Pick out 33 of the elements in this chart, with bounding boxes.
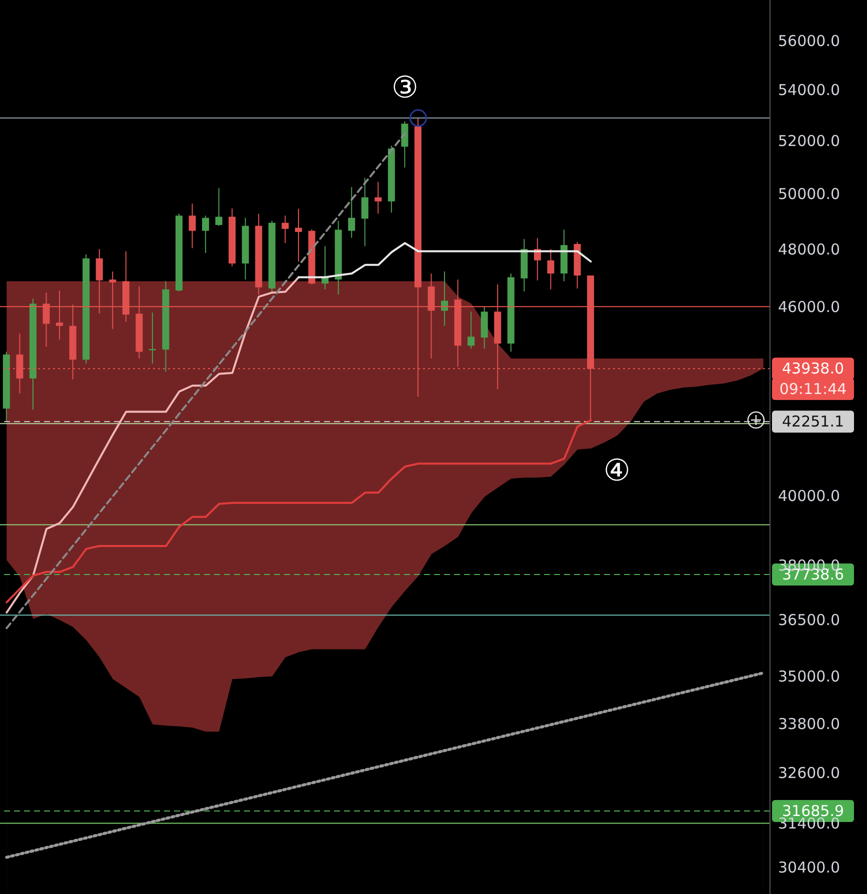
y-tick-label: 48000.0 xyxy=(778,240,840,258)
candlestick xyxy=(374,181,382,214)
ref-line-label: 43938.0 xyxy=(782,360,844,378)
annotation: ④ xyxy=(604,454,630,488)
candlestick xyxy=(16,333,24,394)
y-tick-label: 54000.0 xyxy=(778,80,840,99)
y-tick-label: 36500.0 xyxy=(778,610,840,629)
candlestick xyxy=(468,311,475,350)
y-tick-label: 46000.0 xyxy=(778,298,840,316)
y-tick-label: 30400.0 xyxy=(778,858,840,876)
y-tick-label: 40000.0 xyxy=(778,487,840,506)
candlestick xyxy=(348,186,356,238)
candlestick xyxy=(441,270,448,326)
line-series xyxy=(6,419,592,604)
y-tick-label: 52000.0 xyxy=(778,132,840,150)
candlestick xyxy=(547,248,554,290)
candlestick xyxy=(148,312,156,364)
annotation: ③ xyxy=(391,70,418,106)
candlestick xyxy=(188,203,196,249)
text: 09:11:44 xyxy=(779,380,847,398)
candlestick xyxy=(294,208,302,262)
candlestick xyxy=(282,215,289,244)
y-tick-label: 35000.0 xyxy=(778,668,840,686)
ref-line-label: 42251.1 xyxy=(782,412,844,431)
candlestick xyxy=(361,177,368,247)
y-tick-label: 50000.0 xyxy=(778,185,840,204)
candlestick xyxy=(401,120,408,168)
y-tick-label: 32600.0 xyxy=(778,764,840,782)
y-tick-label: 56000.0 xyxy=(778,32,840,50)
line-series xyxy=(6,276,300,614)
candlestick xyxy=(215,188,222,226)
candlestick xyxy=(202,215,210,254)
y-tick-label: 33800.0 xyxy=(778,714,840,733)
